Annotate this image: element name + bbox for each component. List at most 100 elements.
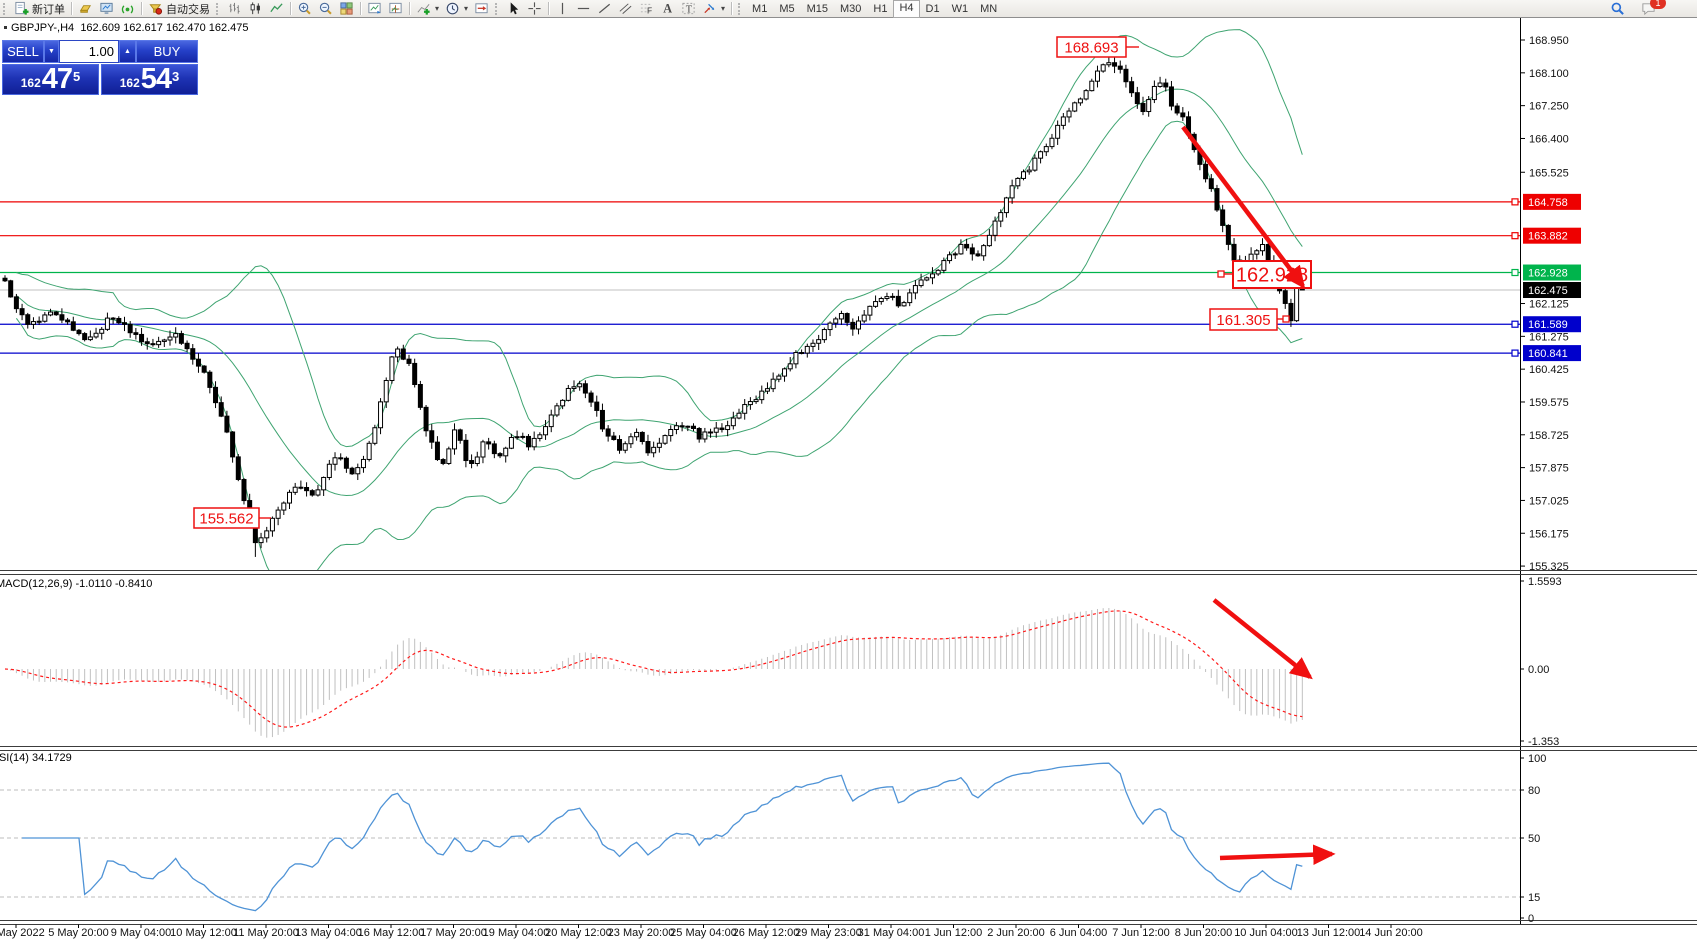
add-indicator-button[interactable]: ▾ — [413, 1, 442, 17]
period-button[interactable]: ▾ — [442, 1, 471, 17]
channel-icon — [619, 3, 632, 15]
timeframe-w1-button[interactable]: W1 — [951, 2, 969, 15]
signals-button[interactable] — [117, 1, 138, 17]
channel-tool[interactable] — [615, 1, 636, 17]
bar-chart-icon — [229, 2, 240, 14]
volume-increase-button[interactable]: ▲ — [119, 40, 136, 63]
sell-price-main: 47 — [41, 63, 73, 96]
svg-text:160.425: 160.425 — [1529, 364, 1569, 376]
notifications-button[interactable]: 1 — [1638, 0, 1666, 17]
add-indicator-icon — [417, 3, 430, 15]
timeframe-m1-button[interactable]: M1 — [752, 2, 768, 15]
zoom-in-button[interactable] — [294, 1, 315, 17]
price-annotation[interactable]: 155.562 — [193, 507, 260, 529]
cursor-tool[interactable] — [503, 1, 524, 17]
trendline-tool[interactable] — [594, 1, 615, 17]
rsi-flat-arrow[interactable] — [1219, 844, 1336, 866]
macd-indicator-label: MACD(12,26,9) -1.0110 -0.8410 — [0, 578, 153, 590]
svg-text:20 May 12:00: 20 May 12:00 — [545, 927, 612, 939]
toolbar-separator — [731, 2, 733, 15]
bar-chart-button[interactable] — [224, 1, 245, 17]
svg-text:14 Jun 20:00: 14 Jun 20:00 — [1359, 927, 1423, 939]
svg-text:155.325: 155.325 — [1529, 561, 1569, 573]
timeframe-m5-button[interactable]: M5 — [779, 2, 795, 15]
svg-text:168.950: 168.950 — [1529, 35, 1569, 47]
buy-price[interactable]: 162 54 3 — [101, 64, 198, 95]
svg-text:162.928: 162.928 — [1528, 268, 1568, 280]
timeframe-mn-button[interactable]: MN — [980, 2, 998, 15]
text-label-tool[interactable]: T — [678, 1, 699, 17]
dropdown-caret-icon[interactable]: ▾ — [464, 4, 469, 13]
fibonacci-tool[interactable]: F — [636, 1, 657, 17]
chart-symbol-header: GBPJPY-,H4 162.609 162.617 162.470 162.4… — [4, 22, 249, 34]
chart-shift-button[interactable] — [385, 1, 406, 17]
line-chart-icon — [270, 3, 283, 13]
timeframe-h4-button[interactable]: H4 — [893, 0, 920, 18]
svg-text:19 May 04:00: 19 May 04:00 — [483, 927, 550, 939]
toolbar-separator — [71, 2, 72, 15]
zoom-out-button[interactable] — [315, 1, 336, 17]
macd-down-arrow[interactable] — [1212, 598, 1313, 680]
price-annotation[interactable]: 161.305 — [1209, 308, 1278, 331]
vline-icon — [561, 2, 564, 15]
market-watch-button[interactable] — [96, 1, 117, 17]
timeframe-m30-button[interactable]: M30 — [840, 2, 862, 15]
svg-text:17 May 20:00: 17 May 20:00 — [420, 927, 487, 939]
crosshair-tool[interactable] — [524, 1, 545, 17]
candlestick-chart-button[interactable] — [245, 1, 266, 17]
volume-decrease-button[interactable]: ▼ — [44, 40, 59, 63]
svg-text:8 Jun 20:00: 8 Jun 20:00 — [1175, 927, 1233, 939]
sell-button[interactable]: SELL — [2, 40, 44, 63]
clock-icon — [446, 2, 459, 15]
svg-text:161.589: 161.589 — [1528, 319, 1568, 331]
text-tool[interactable]: A — [657, 1, 678, 17]
dropdown-caret-icon[interactable]: ▾ — [721, 4, 726, 13]
svg-text:5 May 20:00: 5 May 20:00 — [48, 927, 109, 939]
toolbar-grip — [3, 2, 8, 15]
svg-text:157.025: 157.025 — [1529, 495, 1569, 507]
svg-text:100: 100 — [1528, 753, 1546, 765]
vertical-line-tool[interactable] — [552, 1, 573, 17]
hline-icon — [577, 7, 590, 10]
profile-button[interactable] — [75, 1, 96, 17]
buy-button[interactable]: BUY — [136, 40, 198, 63]
svg-text:-1.353: -1.353 — [1528, 736, 1559, 748]
price-down-arrow[interactable] — [1181, 125, 1306, 289]
tile-windows-button[interactable] — [336, 1, 357, 17]
toolbar-separator — [548, 2, 550, 15]
new-order-button[interactable]: 新订单 — [11, 1, 68, 17]
buy-price-prefix: 162 — [119, 76, 140, 90]
svg-text:157.875: 157.875 — [1529, 463, 1569, 475]
timeframe-m15-button[interactable]: M15 — [806, 2, 829, 15]
volume-input[interactable] — [59, 40, 119, 63]
search-button[interactable] — [1607, 1, 1628, 17]
svg-text:158.725: 158.725 — [1529, 430, 1569, 442]
svg-text:166.400: 166.400 — [1529, 133, 1569, 145]
toolbar-separator — [360, 2, 361, 15]
toolbar-grip — [495, 2, 500, 15]
dropdown-caret-icon[interactable]: ▾ — [435, 4, 440, 13]
top-toolbar: 新订单 自动交易 ▾ ▾ F A T ▾ M1 M5 M15 M30 H1 H4 D1 W1 MN 1 — [0, 0, 1697, 18]
svg-text:29 May 23:00: 29 May 23:00 — [795, 927, 862, 939]
window-icon — [4, 26, 7, 29]
sell-price-pip: 5 — [73, 69, 81, 84]
template-button[interactable] — [471, 1, 492, 17]
timeframe-h1-button[interactable]: H1 — [873, 2, 888, 15]
svg-text:23 May 20:00: 23 May 20:00 — [608, 927, 675, 939]
sell-price[interactable]: 162 47 5 — [2, 64, 99, 95]
arrange-cross-icon — [389, 2, 402, 14]
arrows-tool[interactable]: ▾ — [699, 1, 728, 17]
svg-text:11 May 20:00: 11 May 20:00 — [233, 927, 299, 939]
auto-arrange-button[interactable] — [364, 1, 385, 17]
line-chart-button[interactable] — [266, 1, 287, 17]
timeframe-d1-button[interactable]: D1 — [925, 2, 940, 15]
autotrade-icon — [149, 4, 163, 15]
toolbar-separator — [290, 2, 291, 15]
new-order-button-label: 新订单 — [32, 3, 65, 16]
autotrading-button[interactable]: 自动交易 — [145, 1, 213, 17]
horizontal-line-tool[interactable] — [573, 1, 594, 17]
price-annotation[interactable]: 168.693 — [1056, 36, 1127, 58]
toolbar-separator — [409, 2, 410, 15]
fibo-icon: F — [640, 3, 653, 16]
